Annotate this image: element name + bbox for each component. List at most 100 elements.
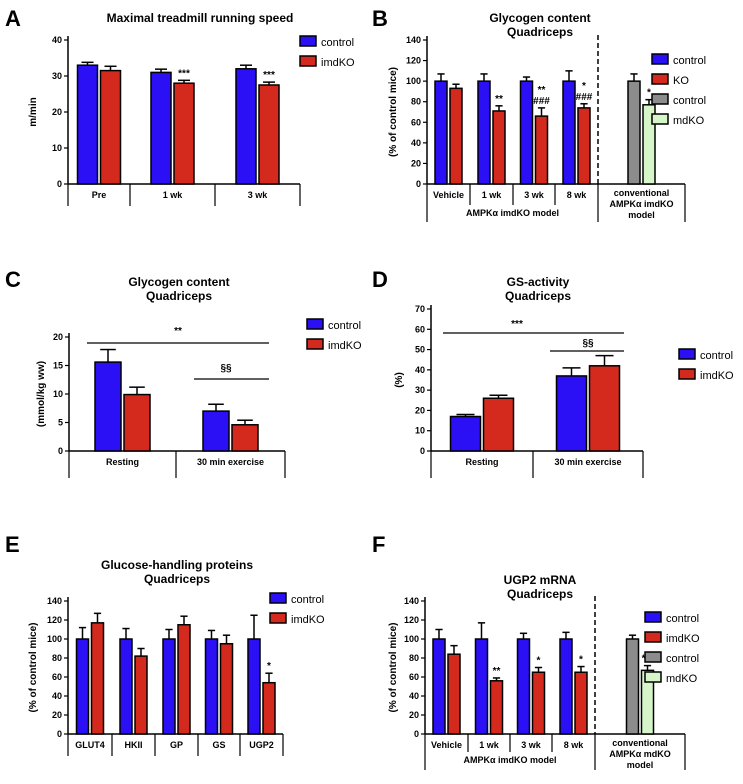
- panel-letter: B: [372, 6, 388, 31]
- significance-label: *: [579, 655, 583, 666]
- significance-label: **: [493, 666, 501, 677]
- y-tick-label: 0: [420, 446, 425, 456]
- y-tick-label: 40: [52, 35, 62, 45]
- bar-control: [204, 638, 219, 735]
- legend-swatch: [269, 592, 287, 604]
- y-tick-label: 30: [52, 71, 62, 81]
- y-tick-label: 80: [52, 653, 62, 663]
- bar-imdKO: [574, 671, 588, 735]
- group-label: model: [628, 210, 655, 220]
- y-tick-label: 80: [409, 653, 419, 663]
- legend-label: control: [666, 613, 699, 625]
- chart-title: Quadriceps: [507, 587, 573, 601]
- group-label: AMPKα imdKO model: [466, 208, 559, 218]
- bar-control: [474, 638, 489, 735]
- panel-letter: F: [372, 532, 385, 557]
- legend-label: control: [321, 37, 354, 49]
- bar-control: [162, 638, 176, 735]
- category-label: 8 wk: [564, 740, 585, 750]
- legend-label: imdKO: [700, 370, 734, 382]
- category-label: GP: [170, 740, 183, 750]
- legend-swatch: [306, 318, 324, 330]
- category-label: 3 wk: [248, 190, 269, 200]
- legend-label: control: [700, 350, 733, 362]
- legend-label: KO: [673, 75, 689, 87]
- legend-swatch: [644, 611, 662, 623]
- significance-label: **: [174, 326, 182, 337]
- y-tick-label: 120: [47, 615, 62, 625]
- significance-label: **: [538, 85, 546, 96]
- legend-label: control: [673, 95, 706, 107]
- chart-title: Quadriceps: [507, 25, 573, 39]
- category-label: 30 min exercise: [197, 457, 264, 467]
- y-tick-label: 60: [409, 672, 419, 682]
- legend-swatch: [651, 73, 669, 85]
- group-label: AMPKα imdKO model: [463, 755, 556, 765]
- legend-swatch: [651, 53, 669, 65]
- panel-letter: A: [5, 6, 21, 31]
- y-tick-label: 140: [406, 35, 421, 45]
- y-tick-label: 100: [406, 76, 421, 86]
- y-tick-label: 140: [404, 596, 419, 606]
- legend-swatch: [651, 93, 669, 105]
- category-label: Pre: [92, 190, 107, 200]
- y-axis-label: m/min: [28, 97, 39, 126]
- significance-label: *: [537, 656, 541, 667]
- bar-control: [555, 375, 588, 452]
- y-tick-label: 80: [411, 97, 421, 107]
- bar-control: [150, 71, 172, 185]
- y-tick-label: 40: [52, 691, 62, 701]
- category-label: Resting: [465, 457, 498, 467]
- y-tick-label: 0: [57, 179, 62, 189]
- bar-imdKO: [531, 671, 546, 735]
- chart-title: GS-activity: [507, 275, 570, 289]
- bar-imdKO: [231, 424, 259, 452]
- bar-imdKO: [177, 624, 191, 735]
- significance-label: *: [582, 81, 586, 92]
- bar-control: [477, 80, 491, 185]
- y-tick-label: 10: [52, 143, 62, 153]
- y-axis-label: (% of control mice): [388, 622, 399, 712]
- group-label: model: [627, 760, 654, 770]
- y-axis-label: (%): [394, 372, 405, 388]
- bar-imdKO: [447, 653, 461, 735]
- legend-label: control: [666, 653, 699, 665]
- bar-imdKO: [219, 643, 234, 735]
- y-tick-label: 100: [404, 634, 419, 644]
- significance-label: ###: [576, 92, 593, 103]
- y-tick-label: 20: [52, 107, 62, 117]
- bar-imdKO: [99, 69, 122, 185]
- bar-imdKO: [482, 397, 515, 452]
- y-tick-label: 15: [53, 361, 63, 371]
- significance-label: *: [647, 88, 651, 99]
- bar-control: [235, 68, 257, 185]
- y-tick-label: 20: [53, 332, 63, 342]
- category-label: 3 wk: [521, 740, 542, 750]
- category-label: 8 wk: [567, 190, 588, 200]
- legend-label: imdKO: [291, 614, 325, 626]
- panel-A: A Maximal treadmill running speed 0 10 20 30 4…: [5, 6, 355, 206]
- y-tick-label: 50: [415, 345, 425, 355]
- y-tick-label: 20: [411, 158, 421, 168]
- bar-control: [562, 80, 576, 185]
- chart-title: Maximal treadmill running speed: [107, 11, 294, 25]
- legend-swatch: [269, 612, 287, 624]
- category-label: Vehicle: [433, 190, 464, 200]
- legend-label: control: [673, 55, 706, 67]
- group-label: AMPKα imdKO: [609, 199, 673, 209]
- legend-swatch: [644, 631, 662, 643]
- chart-title: Glucose-handling proteins: [101, 558, 253, 572]
- legend-swatch: [306, 338, 324, 350]
- category-label: 1 wk: [482, 190, 503, 200]
- legend-swatch: [651, 113, 669, 125]
- y-axis-label: (% of control mice): [388, 67, 399, 157]
- legend-swatch: [678, 368, 696, 380]
- category-label: HKII: [125, 740, 143, 750]
- bar-control: [625, 638, 640, 735]
- legend-swatch: [644, 671, 662, 683]
- significance-label: §§: [220, 363, 232, 374]
- legend-swatch: [299, 55, 317, 67]
- y-tick-label: 20: [409, 710, 419, 720]
